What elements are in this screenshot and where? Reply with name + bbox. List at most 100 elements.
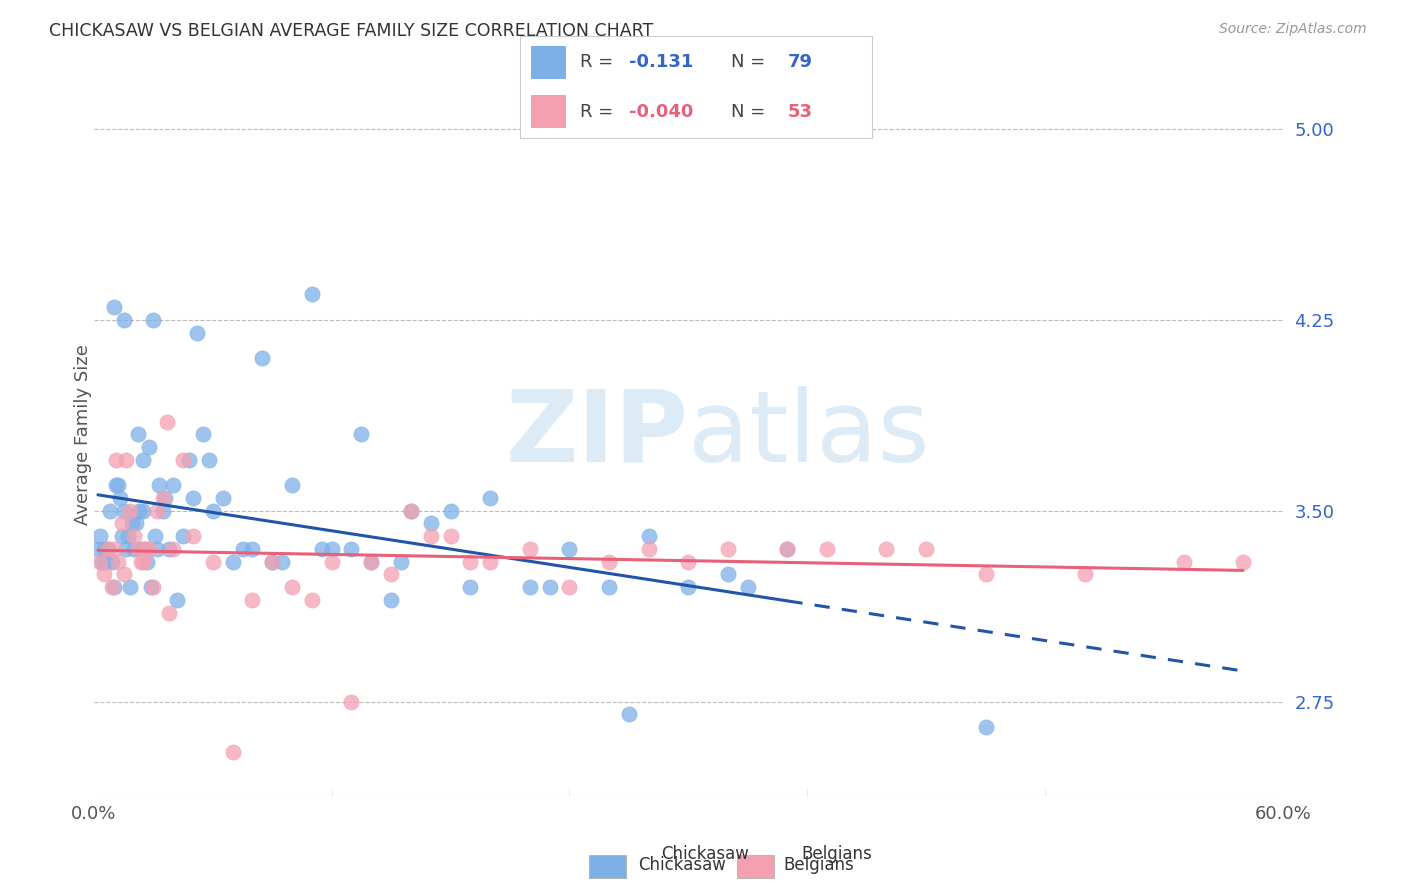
Point: [737, 580, 759, 594]
Point: [157, 541, 180, 556]
Point: [538, 580, 561, 594]
Point: [301, 287, 323, 301]
Point: [131, 555, 153, 569]
Bar: [589, 855, 626, 878]
Point: [146, 504, 169, 518]
Point: [281, 580, 304, 594]
Point: [776, 541, 799, 556]
Point: [93, 541, 115, 556]
Point: [389, 555, 412, 569]
Point: [136, 555, 159, 569]
Point: [399, 504, 422, 518]
Point: [90, 555, 112, 569]
Point: [186, 326, 208, 340]
Point: [128, 504, 150, 518]
Point: [360, 555, 382, 569]
Point: [141, 580, 163, 594]
Point: [138, 541, 160, 556]
Point: [132, 452, 155, 467]
Point: [519, 541, 541, 556]
Point: [172, 529, 194, 543]
Point: [479, 555, 502, 569]
Point: [112, 504, 135, 518]
Point: [97, 541, 120, 556]
Point: [114, 541, 136, 556]
Point: [637, 541, 659, 556]
Point: [321, 555, 343, 569]
Point: [221, 746, 243, 760]
Point: [360, 555, 382, 569]
Point: [107, 555, 129, 569]
Point: [162, 541, 184, 556]
Point: [132, 504, 155, 518]
Text: Belgians: Belgians: [801, 846, 872, 863]
Point: [122, 541, 145, 556]
Point: [152, 491, 174, 505]
Point: [460, 580, 482, 594]
Point: [104, 452, 127, 467]
Point: [134, 541, 156, 556]
Point: [321, 541, 343, 556]
Point: [97, 541, 120, 556]
Point: [181, 529, 204, 543]
Point: [111, 516, 134, 531]
Point: [103, 580, 125, 594]
Point: [89, 529, 111, 543]
Point: [519, 580, 541, 594]
Point: [118, 580, 141, 594]
Point: [100, 555, 122, 569]
Point: [162, 478, 184, 492]
Point: [221, 555, 243, 569]
Text: Belgians: Belgians: [783, 856, 855, 874]
Point: [114, 452, 136, 467]
Text: Source: ZipAtlas.com: Source: ZipAtlas.com: [1219, 22, 1367, 37]
Point: [301, 592, 323, 607]
Point: [143, 529, 166, 543]
Text: atlas: atlas: [689, 386, 929, 483]
Point: [1073, 567, 1095, 582]
Text: 79: 79: [787, 54, 813, 71]
Point: [93, 567, 115, 582]
Text: 53: 53: [787, 103, 813, 120]
Point: [281, 478, 304, 492]
Point: [124, 516, 146, 531]
Text: R =: R =: [581, 54, 619, 71]
Point: [201, 555, 224, 569]
Point: [460, 555, 482, 569]
Text: Chickasaw: Chickasaw: [638, 856, 725, 874]
Point: [350, 427, 373, 442]
Point: [111, 529, 134, 543]
Bar: [531, 45, 565, 78]
Point: [181, 491, 204, 505]
Point: [155, 491, 177, 505]
Text: Chickasaw: Chickasaw: [661, 846, 748, 863]
Point: [419, 516, 441, 531]
Point: [242, 541, 264, 556]
Point: [439, 529, 461, 543]
Point: [439, 504, 461, 518]
Point: [107, 478, 129, 492]
Text: ZIP: ZIP: [505, 386, 689, 483]
Point: [262, 555, 284, 569]
Point: [127, 427, 149, 442]
Point: [399, 504, 422, 518]
Point: [103, 300, 125, 314]
Point: [103, 541, 125, 556]
Point: [974, 720, 997, 734]
Point: [231, 541, 253, 556]
Point: [156, 415, 179, 429]
Point: [419, 529, 441, 543]
Point: [262, 555, 284, 569]
Point: [678, 555, 700, 569]
Bar: [737, 855, 775, 878]
Point: [479, 491, 502, 505]
Point: [252, 351, 274, 365]
Point: [340, 695, 363, 709]
Point: [142, 313, 165, 327]
Point: [271, 555, 294, 569]
Point: [148, 478, 170, 492]
Text: R =: R =: [581, 103, 619, 120]
Point: [112, 567, 135, 582]
Point: [98, 504, 121, 518]
Point: [380, 567, 402, 582]
